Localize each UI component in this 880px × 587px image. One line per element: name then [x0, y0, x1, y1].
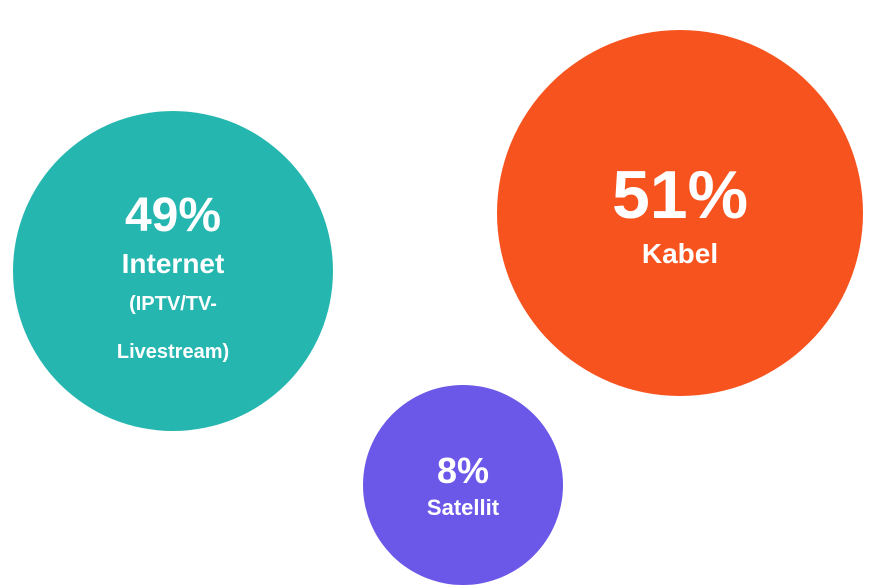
bubble: 51% Kabel: [497, 30, 863, 396]
category-label: Internet: [121, 247, 225, 279]
value-label: 8%: [436, 449, 490, 491]
bubble: 49% Internet (IPTV/TV-Livestream): [13, 111, 333, 431]
category-label: Kabel: [641, 238, 719, 269]
value-label: 49%: [124, 189, 222, 243]
sub-label: (IPTV/TV-Livestream): [116, 292, 230, 363]
value-label: 51%: [611, 156, 749, 233]
category-label: Satellit: [426, 495, 500, 521]
bubble: 8% Satellit: [363, 385, 563, 585]
